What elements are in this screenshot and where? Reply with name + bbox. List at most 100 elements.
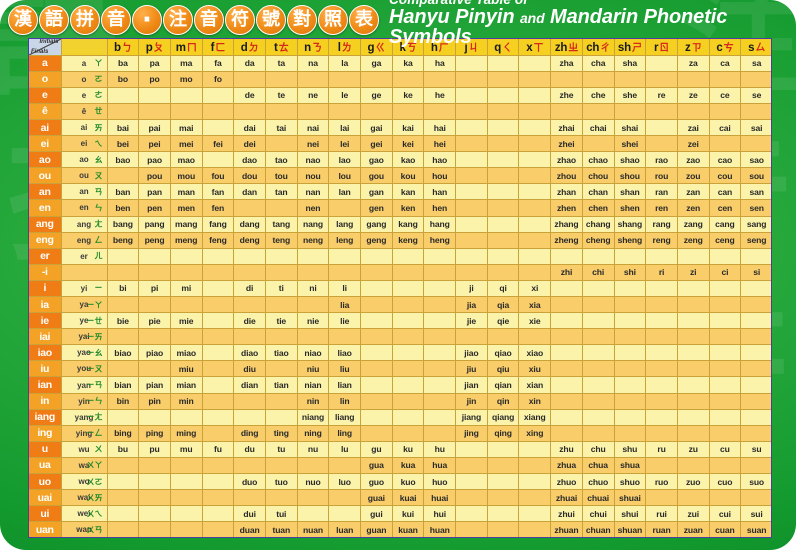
- final-label-uo[interactable]: uo: [29, 473, 62, 491]
- final-label-ian[interactable]: ian: [29, 376, 62, 394]
- syllable-cell-pan: pan: [138, 183, 171, 201]
- initial-header-p[interactable]: pㄆ: [138, 39, 171, 56]
- syllable-cell-empty: [518, 328, 552, 346]
- final-label-ei[interactable]: ei: [29, 135, 62, 153]
- final-label-u[interactable]: u: [29, 441, 62, 458]
- final-label-eng[interactable]: eng: [29, 232, 62, 249]
- initial-header-sh[interactable]: shㄕ: [614, 39, 647, 56]
- syllable-cell-empty: [392, 376, 425, 394]
- final-label-ao[interactable]: ao: [29, 151, 62, 169]
- table-row: ia ya ㄧㄚ lia jia qia xia: [29, 296, 771, 314]
- final-label-ou[interactable]: ou: [29, 167, 62, 185]
- initial-header-b[interactable]: bㄅ: [107, 39, 140, 56]
- final-label-uan[interactable]: uan: [29, 521, 62, 537]
- syllable-cell-empty: [677, 103, 710, 120]
- syllable-cell-empty: [202, 328, 235, 346]
- syllable-cell-chang: chang: [582, 216, 615, 233]
- syllable-cell-empty: [202, 280, 235, 298]
- syllable-cell-zao: zao: [677, 151, 710, 169]
- initial-header-g[interactable]: gㄍ: [360, 39, 393, 56]
- initial-header-x[interactable]: xㄒ: [518, 39, 552, 56]
- initial-header-ch[interactable]: chㄔ: [582, 39, 615, 56]
- syllable-cell-empty: [297, 103, 330, 120]
- syllable-cell-zhou: zhou: [550, 167, 583, 185]
- syllable-cell-pou: pou: [138, 167, 171, 185]
- syllable-cell-empty: [170, 521, 203, 537]
- final-label-iao[interactable]: iao: [29, 344, 62, 362]
- final-label-ie[interactable]: ie: [29, 312, 62, 330]
- final-label-ing[interactable]: ing: [29, 425, 62, 442]
- initial-header-j[interactable]: jㄐ: [455, 39, 488, 56]
- final-label-a[interactable]: a: [29, 55, 62, 72]
- syllable-cell-zhen: zhen: [550, 199, 583, 217]
- final-label-ui[interactable]: ui: [29, 505, 62, 523]
- final-label-iang[interactable]: iang: [29, 409, 62, 426]
- final-label-ua[interactable]: ua: [29, 457, 62, 475]
- syllable-cell-empty: [138, 103, 171, 120]
- final-label-ang[interactable]: ang: [29, 216, 62, 233]
- final-label-en[interactable]: en: [29, 199, 62, 217]
- final-label-er[interactable]: er: [29, 248, 62, 265]
- initial-header-f[interactable]: fㄈ: [202, 39, 235, 56]
- syllable-cell-gan: gan: [360, 183, 393, 201]
- syllable-cell-empty: [360, 376, 393, 394]
- initial-bopomofo: ㄎ: [406, 43, 417, 55]
- initial-header-n[interactable]: nㄋ: [297, 39, 330, 56]
- syllable-cell-empty: [645, 328, 678, 346]
- syllable-cell-chou: chou: [582, 167, 615, 185]
- initial-header-h[interactable]: hㄏ: [423, 39, 457, 56]
- final-label-ê[interactable]: ê: [29, 103, 62, 120]
- final-label-ia[interactable]: ia: [29, 296, 62, 314]
- syllable-cell-empty: [709, 328, 742, 346]
- comparative-table-container[interactable]: Initials Finals bㄅ pㄆ mㄇ fㄈ dㄉ tㄊ nㄋ lㄌ gㄍ kㄎ hㄏ jㄐ…: [28, 38, 772, 538]
- initial-header-z[interactable]: zㄗ: [677, 39, 710, 56]
- final-label-e[interactable]: e: [29, 87, 62, 104]
- final-label--i[interactable]: -i: [29, 264, 62, 281]
- initial-header-zh[interactable]: zhㄓ: [550, 39, 583, 56]
- syllable-cell-zhuo: zhuo: [550, 473, 583, 491]
- syllable-cell-tuan: tuan: [265, 521, 298, 537]
- initial-header-k[interactable]: kㄎ: [392, 39, 425, 56]
- initial-header-l[interactable]: lㄌ: [328, 39, 361, 56]
- syllable-cell-empty: [582, 71, 615, 88]
- final-label-iu[interactable]: iu: [29, 360, 62, 378]
- initial-header-d[interactable]: dㄉ: [233, 39, 266, 56]
- syllable-cell-mai: mai: [170, 119, 203, 137]
- syllable-cell-empty: [518, 135, 552, 153]
- final-label-o[interactable]: o: [29, 71, 62, 88]
- syllable-cell-tai: tai: [265, 119, 298, 137]
- syllable-cell-guo: guo: [360, 473, 393, 491]
- final-label-i[interactable]: i: [29, 280, 62, 298]
- syllable-cell-empty: [360, 312, 393, 330]
- syllable-cell-si: si: [740, 264, 771, 281]
- syllable-cell-ne: ne: [297, 87, 330, 104]
- syllable-cell-zui: zui: [677, 505, 710, 523]
- syllable-cell-kan: kan: [392, 183, 425, 201]
- syllable-cell-zhe: zhe: [550, 87, 583, 104]
- final-label-uai[interactable]: uai: [29, 489, 62, 507]
- syllable-cell-empty: [740, 103, 771, 120]
- final-reference-bopomofo: ㄣ: [94, 203, 103, 213]
- syllable-cell-empty: [582, 328, 615, 346]
- initial-header-q[interactable]: qㄑ: [487, 39, 520, 56]
- syllable-cell-fen: fen: [202, 199, 235, 217]
- final-label-iai[interactable]: iai: [29, 328, 62, 346]
- syllable-cell-empty: [518, 199, 552, 217]
- syllable-cell-empty: [328, 264, 361, 281]
- syllable-cell-empty: [107, 248, 140, 265]
- final-label-an[interactable]: an: [29, 183, 62, 201]
- final-label-in[interactable]: in: [29, 393, 62, 410]
- syllable-cell-hao: hao: [423, 151, 457, 169]
- syllable-cell-qian: qian: [487, 376, 520, 394]
- syllable-cell-chai: chai: [582, 119, 615, 137]
- syllable-cell-empty: [107, 489, 140, 507]
- initial-header-m[interactable]: mㄇ: [170, 39, 203, 56]
- final-label-ai[interactable]: ai: [29, 119, 62, 137]
- initial-header-s[interactable]: sㄙ: [740, 39, 771, 56]
- syllable-cell-empty: [423, 71, 457, 88]
- initial-header-r[interactable]: rㄖ: [645, 39, 678, 56]
- syllable-cell-empty: [645, 344, 678, 362]
- syllable-cell-empty: [709, 393, 742, 410]
- initial-header-t[interactable]: tㄊ: [265, 39, 298, 56]
- initial-header-c[interactable]: cㄘ: [709, 39, 742, 56]
